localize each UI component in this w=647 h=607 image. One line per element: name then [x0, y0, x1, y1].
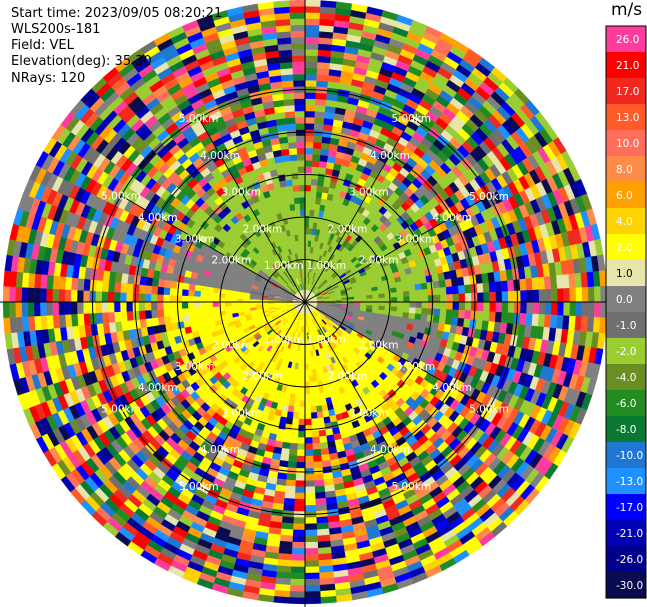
ring-label: 3.00km: [175, 361, 215, 373]
colorbar-tick-label: 6.0: [616, 190, 633, 202]
ring-label: 2.00km: [328, 371, 368, 383]
ring-label: 1.00km: [306, 260, 346, 272]
colorbar-tick-label: 17.0: [616, 86, 639, 98]
azimuth-spoke: [198, 301, 306, 487]
colorbar-tick-label: -30.0: [616, 580, 643, 592]
ring-label: 4.00km: [370, 444, 410, 456]
colorbar-swatch: [606, 520, 646, 547]
ring-label: 5.00km: [101, 191, 141, 203]
ring-label: 2.00km: [243, 371, 283, 383]
ring-label: 2.00km: [243, 223, 283, 235]
colorbar-swatch: [606, 182, 646, 209]
colorbar-swatch: [606, 78, 646, 105]
colorbar-tick-label: 1.0: [616, 268, 633, 280]
ring-label: 5.00km: [469, 191, 509, 203]
ring-label: 5.00km: [179, 113, 219, 125]
colorbar-swatch: [606, 52, 646, 79]
colorbar-tick-label: 10.0: [616, 138, 639, 150]
nrays: NRays: 120: [11, 71, 86, 86]
colorbar-swatch: [606, 130, 646, 157]
ring-label: 1.00km: [264, 334, 304, 346]
ring-label: 4.00km: [432, 382, 472, 394]
ring-label: 4.00km: [370, 150, 410, 162]
ring-label: 3.00km: [396, 233, 436, 245]
ring-label: 4.00km: [200, 444, 240, 456]
ring-label: 3.00km: [349, 407, 389, 419]
colorbar-swatch: [606, 104, 646, 131]
colorbar-swatch: [606, 572, 646, 599]
colorbar-tick-label: -4.0: [616, 372, 637, 384]
colorbar-tick-label: 13.0: [616, 112, 639, 124]
colorbar-tick-label: -8.0: [616, 424, 637, 436]
colorbar-tick-label: 0.0: [616, 294, 633, 306]
colorbar-tick-label: -17.0: [616, 502, 643, 514]
start-time: Start time: 2023/09/05 08:20:21: [11, 6, 223, 21]
ring-label: 2.00km: [359, 340, 399, 352]
colorbar-swatch: [606, 468, 646, 495]
ring-label: 3.00km: [221, 407, 261, 419]
ring-label: 5.00km: [391, 113, 431, 125]
colorbar-swatch: [606, 312, 646, 339]
azimuth-spoke: [120, 301, 306, 409]
ring-label: 5.00km: [101, 403, 141, 415]
field-name: Field: VEL: [11, 38, 74, 53]
colorbar-tick-label: -21.0: [616, 528, 643, 540]
ring-label: 5.00km: [469, 403, 509, 415]
colorbar-tick-label: -6.0: [616, 398, 637, 410]
ring-labels: 1.00km 2.00km 3.00km 4.00km 5.00km 2.00km 3.00…: [101, 113, 509, 493]
velocity-bins: [2, 0, 608, 605]
colorbar-tick-label: -2.0: [616, 346, 637, 358]
ring-label: 4.00km: [432, 212, 472, 224]
colorbar-tick-label: -13.0: [616, 476, 643, 488]
ring-label: 4.00km: [138, 212, 178, 224]
colorbar-tick-label: 4.0: [616, 216, 633, 228]
ring-label: 2.00km: [359, 255, 399, 267]
ring-label: 2.00km: [328, 223, 368, 235]
ring-label: 2.00km: [212, 340, 252, 352]
colorbar-unit: m/s: [611, 0, 643, 20]
ring-label: 3.00km: [175, 233, 215, 245]
ring-label: 3.00km: [396, 361, 436, 373]
azimuth-spoke: [304, 117, 412, 303]
colorbar-swatch: [606, 26, 646, 53]
colorbar-swatch: [606, 286, 646, 313]
ring-label: 4.00km: [200, 150, 240, 162]
azimuth-spoke: [198, 117, 306, 303]
instrument-name: WLS200s-181: [11, 22, 101, 37]
colorbar-swatch: [606, 234, 646, 261]
colorbar-swatch: [606, 338, 646, 365]
colorbar-swatch: [606, 390, 646, 417]
ring-label: 3.00km: [221, 187, 261, 199]
colorbar-tick-label: 8.0: [616, 164, 633, 176]
colorbar-tick-label: 2.0: [616, 242, 633, 254]
ring-label: 1.00km: [306, 334, 346, 346]
colorbar-tick-label: -10.0: [616, 450, 643, 462]
colorbar-tick-label: -1.0: [616, 320, 637, 332]
azimuth-spoke: [120, 195, 306, 303]
colorbar-tick-label: 26.0: [616, 34, 639, 46]
ring-label: 1.00km: [264, 260, 304, 272]
colorbar-swatch: [606, 442, 646, 469]
ring-label: 5.00km: [391, 481, 431, 493]
colorbar-swatch: [606, 156, 646, 183]
ring-label: 3.00km: [349, 187, 389, 199]
azimuth-spoke: [304, 301, 412, 487]
colorbar-swatch: [606, 494, 646, 521]
colorbar-tick-label: 21.0: [616, 60, 639, 72]
colorbar-swatch: [606, 208, 646, 235]
colorbar-tick-label: -26.0: [616, 554, 643, 566]
ring-label: 4.00km: [138, 382, 178, 394]
colorbar-swatch: [606, 546, 646, 573]
elevation: Elevation(deg): 35.30: [11, 54, 152, 69]
colorbar-swatch: [606, 364, 646, 391]
ring-label: 2.00km: [212, 255, 252, 267]
colorbar-swatch: [606, 260, 646, 287]
azimuth-spoke: [304, 195, 490, 303]
colorbar-swatch: [606, 416, 646, 443]
azimuth-spoke: [304, 301, 490, 409]
ring-label: 5.00km: [179, 481, 219, 493]
